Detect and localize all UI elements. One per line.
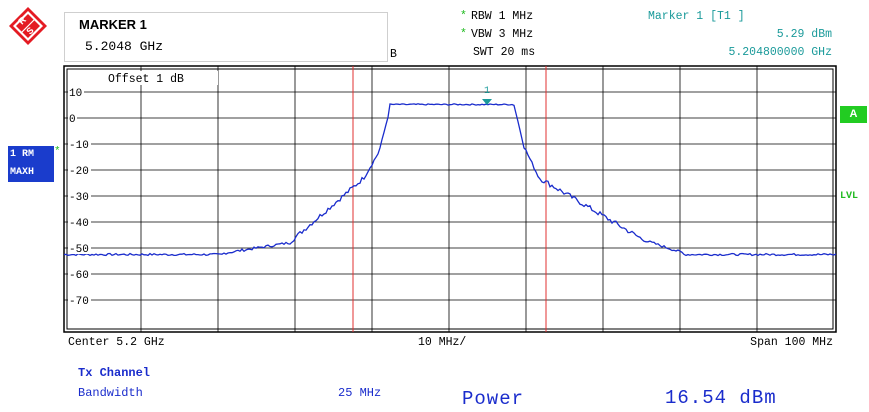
marker-info-box: MARKER 1 5.2048 GHz [64, 12, 388, 62]
marker-1: 1 [482, 86, 492, 105]
y-tick-bg [68, 189, 91, 202]
marker-readout-label: Marker 1 [T1 ] [648, 10, 745, 23]
span-per-division: 10 MHz/ [418, 336, 467, 349]
channel-limit-lines [352, 66, 547, 332]
y-tick-label: -10 [69, 140, 89, 152]
vbw-setting: VBW 3 MHz [471, 28, 534, 41]
trace-a-badge: A [840, 106, 867, 123]
y-tick-labels: 10 0 -10 -20 -30 -40 -50 -60 -70 [68, 85, 91, 308]
y-tick-label: -70 [69, 296, 89, 308]
marker-box-frequency: 5.2048 GHz [85, 39, 164, 54]
power-value: 16.54 dBm [665, 387, 777, 409]
y-tick-bg [68, 85, 84, 98]
y-tick-bg [68, 163, 91, 176]
rbw-star: * [460, 10, 467, 23]
y-tick-label: -50 [69, 244, 89, 256]
bandwidth-value: 25 MHz [338, 386, 382, 400]
y-tick-label: 10 [69, 88, 82, 100]
y-tick-bg [68, 111, 77, 124]
span-value: Span 100 MHz [750, 336, 833, 349]
y-tick-label: -30 [69, 192, 89, 204]
marker-readout-level: 5.29 dBm [776, 28, 832, 41]
center-frequency: Center 5.2 GHz [68, 336, 165, 349]
trace-mode-line1: 1 RM [10, 149, 35, 160]
plot-grid [64, 66, 836, 332]
y-tick-label: -20 [69, 166, 89, 178]
y-tick-bg [68, 293, 91, 306]
y-tick-label: 0 [69, 114, 76, 126]
marker-number: 1 [484, 86, 490, 97]
vbw-star: * [460, 28, 467, 41]
y-tick-label: -60 [69, 270, 89, 282]
y-tick-bg [68, 137, 91, 150]
partial-ref-unit: B [390, 48, 397, 61]
power-label: Power [462, 388, 525, 410]
rbw-setting: RBW 1 MHz [471, 10, 534, 23]
rohde-schwarz-logo: R S [9, 7, 47, 45]
trace-mode-star: * [54, 146, 61, 158]
offset-label: Offset 1 dB [108, 73, 184, 86]
offset-annotation: Offset 1 dB [106, 71, 218, 86]
tx-channel-heading: Tx Channel [78, 366, 151, 380]
svg-text:S: S [24, 25, 35, 36]
marker-box-title: MARKER 1 [79, 17, 147, 32]
y-tick-bg [68, 241, 91, 254]
spectrum-trace [63, 103, 837, 257]
trace-mode-line2: MAXH [10, 167, 35, 178]
marker-triangle [482, 99, 492, 105]
y-tick-label: -40 [69, 218, 89, 230]
sweep-time-setting: SWT 20 ms [473, 46, 536, 59]
marker-readout-frequency: 5.204800000 GHz [728, 46, 832, 59]
level-indicator: LVL [840, 191, 859, 202]
y-tick-bg [68, 215, 91, 228]
trace-mode-badge: 1 RM MAXH [8, 146, 54, 182]
spectrum-plot: 10 0 -10 -20 -30 -40 -50 -60 -70 Offset 1 dB 1 [63, 65, 837, 333]
y-tick-bg [68, 267, 91, 280]
bandwidth-label: Bandwidth [78, 386, 143, 400]
